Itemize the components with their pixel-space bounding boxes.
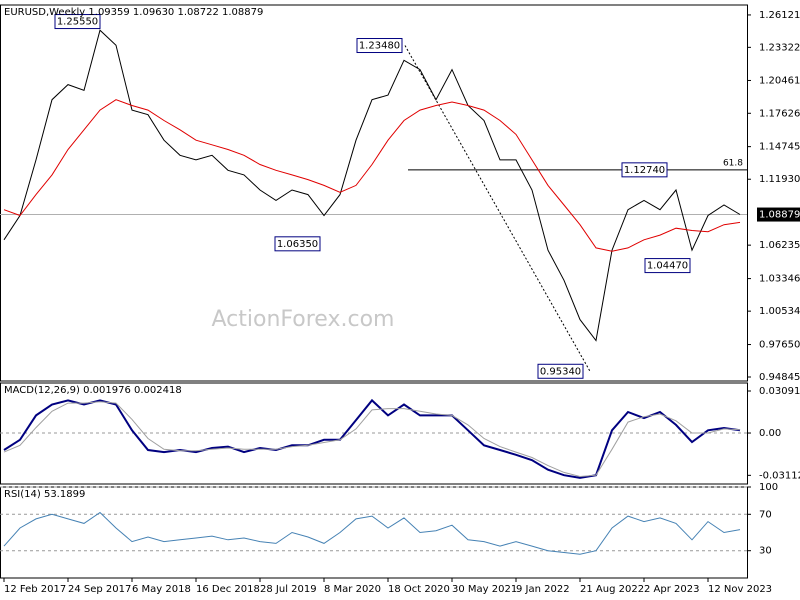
panel-frame (0, 486, 748, 579)
trendline (404, 45, 591, 372)
y-tick-label: 1.00534 (759, 306, 800, 317)
y-tick-label: 1.06235 (759, 240, 800, 251)
series-line (3, 511, 741, 555)
y-tick-label: -0.031124 (759, 470, 800, 481)
series-line (3, 29, 741, 342)
annotation-box (274, 236, 321, 252)
x-tick-label: 8 Mar 2020 (324, 584, 381, 595)
annotation-box (537, 363, 584, 379)
series-line (3, 398, 741, 479)
y-tick-label: 0.030916 (759, 386, 800, 397)
x-tick-label: 6 May 2018 (132, 584, 191, 595)
watermark: ActionForex.com (212, 307, 395, 332)
annotation-box (644, 258, 691, 274)
panel-frame (0, 4, 748, 382)
annotation-label: 1.06350 (277, 239, 318, 250)
annotation-label: 1.25550 (57, 17, 98, 28)
y-tick-label: 30 (759, 546, 772, 557)
panel-title: EURUSD,Weekly 1.09359 1.09630 1.08722 1.… (4, 7, 263, 18)
y-tick-label: 1.11930 (759, 174, 800, 185)
annotation-label: 0.95340 (540, 366, 581, 377)
annotation-box (54, 14, 101, 30)
y-tick-label: 1.23322 (759, 42, 800, 53)
x-tick-label: 30 May 2021 (452, 584, 517, 595)
y-tick-label: 1.17626 (759, 108, 800, 119)
x-tick-label: 9 Jan 2022 (516, 584, 570, 595)
y-tick-label: 100 (759, 482, 778, 493)
last-price-label: 1.08879 (759, 210, 800, 221)
y-tick-label: 1.14745 (759, 142, 800, 153)
annotation-label: 1.04470 (647, 261, 688, 272)
y-tick-label: 1.26121 (759, 10, 800, 21)
x-tick-label: 24 Sep 2017 (68, 584, 131, 595)
y-tick-label: 0.97650 (759, 340, 800, 351)
fib-label: 61.8 (723, 158, 743, 168)
x-tick-label: 21 Aug 2022 (580, 584, 644, 595)
annotation-box (621, 162, 668, 178)
annotation-label: 1.23480 (359, 41, 400, 52)
y-tick-label: 70 (759, 509, 772, 520)
series-line (3, 99, 741, 252)
panel-title: MACD(12,26,9) 0.001976 0.002418 (4, 385, 182, 396)
y-tick-label: 1.20461 (759, 75, 800, 86)
x-tick-label: 28 Jul 2019 (260, 584, 317, 595)
series-line (3, 401, 741, 478)
annotation-label: 1.12740 (624, 165, 665, 176)
x-tick-label: 16 Dec 2018 (196, 584, 260, 595)
y-tick-label: 1.03346 (759, 274, 800, 285)
x-tick-label: 12 Nov 2023 (708, 584, 772, 595)
x-tick-label: 2 Apr 2023 (644, 584, 699, 595)
y-tick-label: 0.94845 (759, 372, 800, 383)
panel-title: RSI(14) 53.1899 (4, 489, 85, 500)
x-tick-label: 18 Oct 2020 (388, 584, 450, 595)
y-tick-label: 0.00 (759, 428, 781, 439)
annotation-box (356, 38, 403, 54)
last-price-box (757, 207, 800, 222)
x-tick-label: 12 Feb 2017 (4, 584, 66, 595)
